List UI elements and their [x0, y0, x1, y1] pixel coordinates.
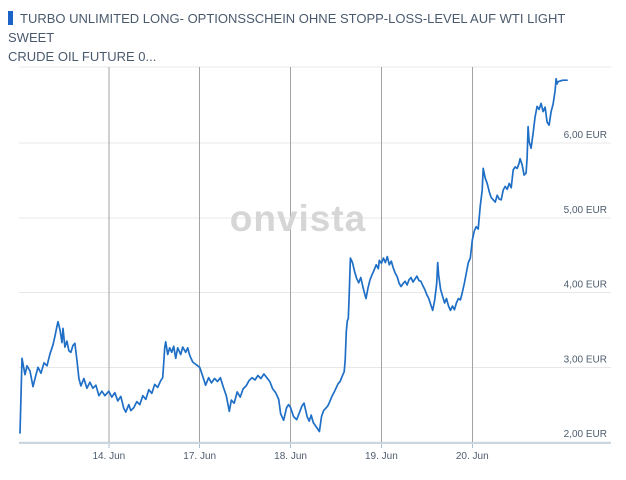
y-axis-label: 3,00 EUR — [564, 354, 607, 365]
instrument-title-line2: CRUDE OIL FUTURE 0... — [8, 49, 157, 64]
x-axis-label: 17. Jun — [183, 451, 216, 462]
instrument-title-row1: TURBO UNLIMITED LONG- OPTIONSSCHEIN OHNE… — [8, 9, 614, 47]
instrument-title-line1: TURBO UNLIMITED LONG- OPTIONSSCHEIN OHNE… — [8, 11, 566, 45]
chart-grid — [19, 66, 611, 448]
axis-labels: 2,00 EUR 3,00 EUR 4,00 EUR 5,00 EUR 6,00 EUR… — [92, 130, 607, 462]
x-axis-label: 20. Jun — [456, 451, 489, 462]
y-axis-label: 5,00 EUR — [564, 205, 607, 216]
onvista-watermark: onvista — [230, 198, 367, 239]
x-axis-label: 19. Jun — [365, 451, 398, 462]
y-axis-label: 6,00 EUR — [564, 130, 607, 141]
title-accent-bar — [8, 11, 13, 25]
price-polyline — [19, 77, 568, 434]
price-line — [19, 77, 568, 434]
y-axis-label: 2,00 EUR — [564, 429, 607, 440]
x-axis-label: 18. Jun — [274, 451, 307, 462]
instrument-title: TURBO UNLIMITED LONG- OPTIONSSCHEIN OHNE… — [8, 9, 614, 66]
x-axis-label: 14. Jun — [92, 451, 125, 462]
y-axis-label: 4,00 EUR — [564, 280, 607, 291]
